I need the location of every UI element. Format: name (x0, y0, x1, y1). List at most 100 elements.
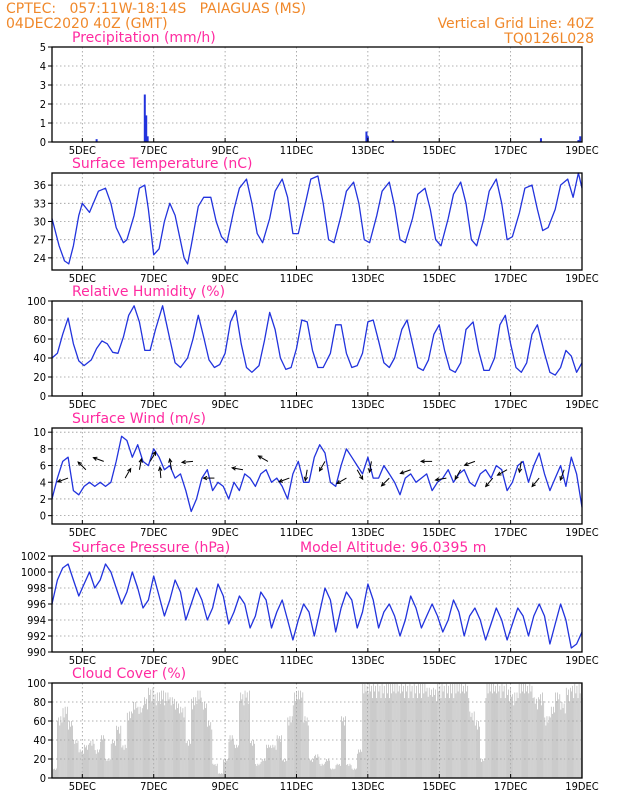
cloud-cover-bar-3-3 (71, 721, 72, 778)
cloud-cover-bar-77-1 (465, 683, 466, 778)
cloud-cover-bar-52-0 (330, 768, 331, 778)
cloud-cover-bar-5-1 (79, 749, 81, 778)
cloud-cover-bar-82-0 (490, 683, 492, 778)
cloud-cover-bar-78-3 (472, 721, 474, 778)
precipitation-ytick-label-4: 4 (40, 60, 46, 73)
cloud-cover-bar-43-2 (284, 761, 285, 778)
cloud-cover-bar-77-0 (464, 693, 465, 778)
cloud-cover-bar-97-0 (571, 691, 572, 778)
cloud-cover-bar-43-0 (282, 760, 283, 778)
cloud-cover-bar-5-0 (78, 752, 80, 778)
wind-arrow-head-7 (168, 457, 173, 463)
cloud-cover-bar-39-3 (264, 759, 265, 778)
cloud-cover-bar-86-3 (515, 701, 517, 778)
cloud-cover-bar-88-2 (525, 683, 526, 778)
cloud-cover-bar-23-3 (178, 703, 179, 778)
cloud-cover-bar-21-2 (166, 701, 168, 778)
cloud-cover-bar-27-4 (200, 697, 202, 778)
cloud-cover-bar-1-2 (59, 725, 61, 778)
humidity-xtick-label-3: 11DEC (280, 398, 313, 411)
cloud-cover-bar-8-2 (96, 749, 98, 778)
cloud-cover-bar-19-2 (155, 705, 157, 778)
cloud-cover-bar-75-0 (453, 698, 455, 778)
cloud-cover-bar-56-3 (355, 769, 356, 778)
cloud-cover-bar-67-3 (413, 683, 415, 778)
cloud-cover-bar-94-2 (557, 692, 558, 778)
cloud-cover-bar-0-3 (55, 769, 56, 778)
cloud-cover-bar-58-3 (365, 691, 367, 778)
cloud-cover-bar-40-4 (270, 745, 272, 778)
cloud-cover-bar-25-0 (185, 743, 187, 778)
cloud-cover-bar-59-3 (371, 685, 372, 778)
cloud-cover-bar-50-4 (323, 763, 325, 778)
cloud-cover-bar-55-0 (346, 764, 348, 778)
cloud-cover-bar-46-0 (298, 690, 299, 778)
cloud-cover-bar-57-0 (357, 753, 358, 778)
wind-arrow-shaft-17 (369, 461, 372, 473)
cloud-cover-bar-23-1 (176, 702, 177, 778)
cloud-cover-bar-1-3 (60, 716, 62, 778)
cloud-cover-bar-0-2 (54, 768, 55, 778)
cloud-cover-bar-83-2 (498, 691, 500, 778)
cloud-cover-bar-89-1 (529, 683, 531, 778)
cloud-cover-bar-88-1 (524, 693, 525, 778)
cloud-cover-bar-56-1 (352, 769, 354, 778)
cloud-cover-bar-10-2 (107, 759, 109, 778)
cloud-cover-bar-26-3 (194, 705, 196, 778)
cloud-cover-bar-6-2 (86, 745, 87, 778)
cloud-cover-bar-93-4 (554, 712, 555, 778)
wind-arrow-shaft-15 (336, 477, 347, 485)
cloud-cover-bar-65-0 (399, 693, 401, 778)
temperature-ytick-label-4: 36 (33, 179, 46, 192)
cloud-cover-bar-16-0 (137, 706, 139, 778)
cloud-cover-bar-65-1 (401, 683, 402, 778)
cloud-cover-bar-87-1 (518, 683, 520, 778)
cloud-cover-bar-90-0 (533, 697, 535, 778)
cloud-cover-bar-51-3 (328, 759, 329, 778)
cloud-cover-bar-61-2 (380, 698, 382, 778)
cloud-cover-bar-53-2 (337, 764, 339, 778)
cloud-cover-bar-24-4 (184, 706, 186, 778)
cloud-cover-bar-87-2 (519, 693, 521, 778)
wind-arrow-head-22 (454, 475, 459, 481)
cloud-cover-bar-53-4 (340, 765, 341, 778)
precipitation-ytick-label-2: 2 (40, 98, 46, 111)
cloud-cover-bar-46-3 (301, 697, 303, 778)
cloud-cover-bar-26-0 (191, 698, 192, 778)
cloud-cover-bar-58-2 (364, 683, 366, 778)
wind-series-line (51, 435, 583, 513)
cloud-cover-bar-70-3 (429, 694, 431, 778)
cloud-cover-bar-11-0 (110, 743, 112, 778)
wind-xtick-label-7: 19DEC (565, 526, 598, 539)
cloud-cover-bar-68-3 (419, 693, 420, 778)
precipitation-xtick-label-5: 15DEC (423, 144, 456, 157)
cloud-cover-bar-3-1 (69, 721, 70, 778)
cloud-cover-bar-90-4 (538, 697, 539, 778)
cloud-cover-bar-94-0 (555, 692, 556, 778)
cloud-cover-bar-25-4 (190, 743, 191, 778)
cloud-cover-bar-82-1 (492, 693, 493, 778)
cloud-cover-bar-48-4 (313, 759, 314, 778)
cloud-cover-bar-7-1 (90, 740, 92, 778)
cloud-cover-bar-28-4 (206, 703, 207, 778)
cloud-cover-bar-73-2 (444, 698, 446, 778)
cloud-cover-bar-30-4 (216, 763, 218, 778)
cloud-cover-bar-15-0 (132, 713, 133, 778)
cloud-cover-bar-50-1 (320, 765, 322, 778)
cloud-cover-bar-98-1 (577, 698, 579, 778)
cloud-cover-bar-69-1 (422, 683, 424, 778)
cloud-cover-bar-23-0 (175, 709, 176, 778)
cloud-cover-bar-35-3 (242, 694, 244, 778)
cloud-cover-bar-60-1 (374, 691, 375, 778)
cloud-cover-bar-24-1 (181, 712, 183, 778)
cloud-cover-bar-9-4 (104, 738, 106, 778)
cloud-cover-bar-36-0 (244, 690, 246, 778)
cloud-cover-bar-34-3 (237, 747, 238, 778)
cloud-cover-bar-81-2 (487, 693, 489, 778)
cloud-cover-bar-45-4 (297, 699, 298, 778)
wind-arrow-shaft-14 (319, 461, 326, 472)
cloud-cover-bar-57-3 (360, 749, 361, 778)
cloud-cover-bar-60-4 (377, 683, 379, 778)
cloud-cover-bar-19-4 (158, 701, 159, 778)
cloud-cover-bar-47-1 (304, 716, 306, 778)
